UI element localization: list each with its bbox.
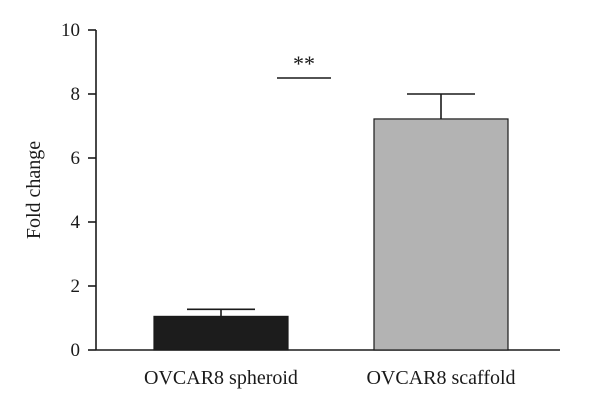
annotations: ** [277,51,331,79]
y-tick-label: 2 [71,276,81,297]
x-category-label: OVCAR8 scaffold [366,367,515,389]
x-axis: OVCAR8 spheroid OVCAR8 scaffold [96,349,560,389]
y-tick-label: 8 [71,84,81,105]
bars [153,93,509,351]
x-category-label: OVCAR8 spheroid [144,367,298,389]
y-tick-label: 6 [71,148,81,169]
bar [153,315,289,351]
y-tick-label: 4 [71,212,81,233]
y-axis-title: Fold change [23,141,45,239]
y-axis: 0 2 4 6 8 10 [61,20,97,361]
y-tick-label: 0 [71,340,81,361]
y-tick-label: 10 [61,20,80,41]
significance-label: ** [293,51,315,76]
bar [373,118,509,351]
